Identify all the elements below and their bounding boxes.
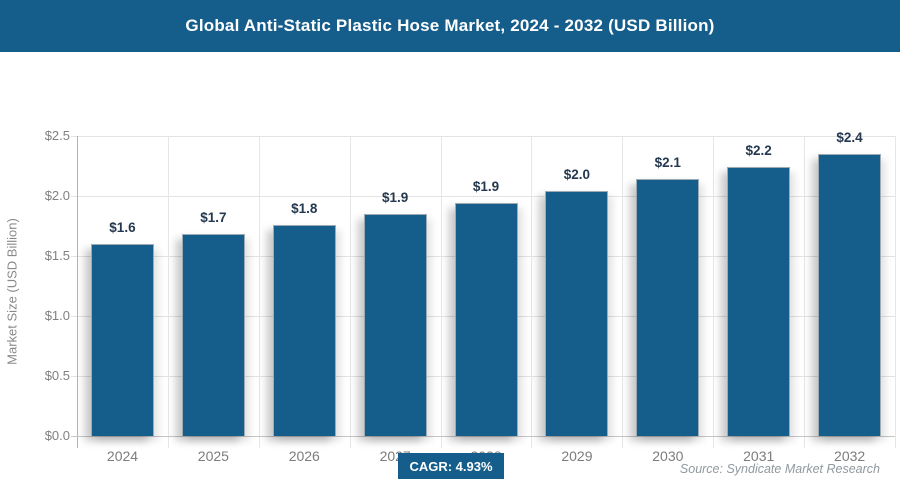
plot-area: $1.6 $1.7 $1.8 $1.9 $1.9 $2.0 $2.1 $2.2 $2.4	[71, 130, 896, 448]
x-axis-label: 2032	[834, 448, 866, 464]
bar-2028	[454, 203, 518, 436]
y-tick-label: $2.5	[44, 128, 70, 143]
y-tick-label: $2.0	[44, 188, 70, 203]
x-axis-label: 2026	[288, 448, 320, 464]
v-gridline	[349, 136, 351, 448]
x-axis-label: 2024	[106, 448, 139, 464]
v-gridline	[258, 136, 260, 448]
source-note: Source: Syndicate Market Research	[679, 462, 880, 476]
chart-area: Market Size (USD Billion) $1.6 $1.7 $1.8 $1…	[0, 52, 900, 464]
x-axis-label: 2031	[743, 448, 775, 464]
bar-2029	[545, 191, 609, 436]
bar-value-label: $2.1	[654, 155, 681, 171]
cagr-badge: CAGR: 4.93%	[398, 453, 504, 479]
v-gridline	[713, 136, 715, 448]
h-gridline	[71, 136, 895, 137]
bar-2031	[727, 167, 791, 436]
y-axis-line	[77, 136, 78, 448]
x-axis-label: 2030	[652, 448, 684, 464]
bar-value-label: $1.6	[109, 220, 136, 235]
v-gridline	[440, 136, 442, 448]
bar-value-label: $1.9	[381, 190, 409, 205]
bar-value-label: $1.9	[472, 179, 500, 195]
bar-2024	[90, 244, 154, 436]
bar-value-label: $2.0	[563, 167, 591, 183]
bar-2032	[818, 154, 882, 436]
y-axis-title: Market Size (USD Billion)	[4, 218, 20, 365]
x-axis-label: 2025	[197, 448, 229, 464]
bar-2030	[636, 179, 700, 436]
y-tick-label: $0.5	[44, 368, 70, 383]
v-gridline	[531, 136, 533, 448]
x-axis-line	[71, 436, 895, 437]
y-tick-label: $1.0	[44, 308, 70, 323]
x-axis-label: 2029	[561, 448, 593, 464]
bar-2025	[181, 234, 245, 436]
title-bar: Global Anti-Static Plastic Hose Market, …	[0, 0, 900, 52]
v-gridline	[622, 136, 624, 448]
v-gridline	[804, 136, 806, 448]
bar-value-label: $1.7	[200, 210, 227, 226]
v-gridline	[167, 136, 169, 448]
y-tick-label: $1.5	[44, 248, 70, 263]
bar-value-label: $2.4	[836, 130, 863, 145]
y-tick-label: $0.0	[44, 428, 70, 443]
chart-title: Global Anti-Static Plastic Hose Market, …	[185, 16, 715, 35]
bar-2026	[272, 224, 336, 436]
bar-value-label: $1.8	[291, 200, 318, 216]
v-gridline	[895, 136, 896, 448]
bar-2027	[363, 214, 427, 436]
h-gridline	[71, 196, 895, 197]
bar-value-label: $2.2	[745, 143, 772, 159]
